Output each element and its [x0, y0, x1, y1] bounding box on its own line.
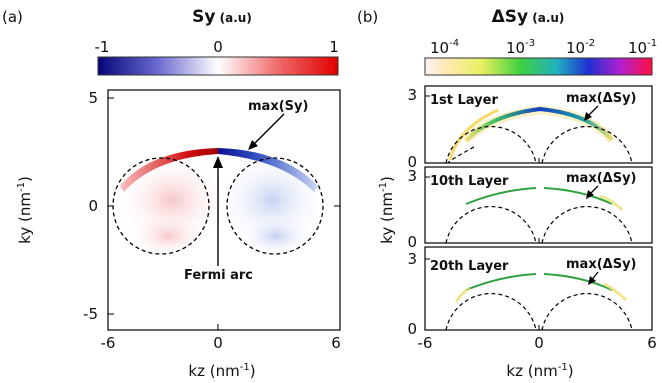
panel-a-ytick: 0	[88, 197, 98, 215]
subplot-layer-2: 10th Layer max(ΔSy) 3 0	[407, 166, 653, 251]
panel-a-ytick: 5	[88, 89, 98, 107]
fermi-circle-right	[226, 157, 324, 255]
panel-a-xlabel: kz (nm-1)	[188, 362, 255, 380]
panel-a-title-unit: (a.u)	[215, 11, 251, 25]
annotation-max-arrow	[249, 113, 285, 149]
panel-b-title-unit: (a.u)	[528, 11, 564, 25]
svg-text:10-2: 10-2	[566, 38, 595, 57]
svg-text:10-1: 10-1	[628, 38, 657, 57]
panel-b-xtick: -6	[418, 334, 433, 352]
panel-b-ylabel: ky (nm-1)	[378, 176, 396, 244]
panel-b-letter: (b)	[357, 8, 378, 26]
colorbar-b-base: 10	[506, 39, 525, 57]
panel-a-xtick: 6	[331, 334, 341, 352]
subplot-layer-3: 20th Layer max(ΔSy) 3 0	[407, 246, 653, 338]
panel-a-plot	[108, 90, 340, 330]
layer-label: 20th Layer	[430, 259, 509, 274]
fermi-arc-red	[120, 148, 218, 192]
panel-b-xlabel: kz (nm-1)	[506, 362, 573, 380]
subplot-ytick: 0	[407, 233, 417, 251]
colorbar-b-exp: -1	[647, 38, 657, 49]
subplot-ytick: 0	[407, 320, 417, 338]
panel-a-frame	[107, 89, 341, 331]
colorbar-b-base: 10	[566, 39, 585, 57]
panel-a-xtick: 0	[213, 334, 223, 352]
panel-a-title-main: Sy	[192, 7, 215, 27]
layer-label: 10th Layer	[430, 174, 509, 189]
panel-a-letter: (a)	[2, 8, 23, 26]
colorbar-b-exp: -4	[449, 38, 459, 49]
panel-a-colorbar-tick: 0	[213, 38, 223, 56]
svg-text:10-4: 10-4	[430, 38, 459, 57]
fermi-arc-blue	[218, 148, 318, 192]
layer-annotation: max(ΔSy)	[566, 91, 636, 106]
panel-b-colorbar	[424, 57, 653, 76]
panel-a-ytick: -5	[83, 305, 98, 323]
subplot-ytick: 3	[407, 167, 417, 185]
panel-b-title-main: ΔSy	[492, 7, 528, 27]
annotation-max-sy: max(Sy)	[248, 99, 308, 114]
panel-a-colorbar	[97, 56, 339, 76]
layer-annotation: max(ΔSy)	[566, 171, 636, 186]
subplot-layer-1: 1st Layer max(ΔSy) 3 0	[407, 85, 653, 171]
subplot-ytick: 0	[407, 153, 417, 171]
annotation-fermi-arc: Fermi arc	[184, 268, 253, 283]
colorbar-b-base: 10	[628, 39, 647, 57]
panel-a-ylabel: ky (nm-1)	[16, 176, 34, 244]
colorbar-b-exp: -3	[525, 38, 535, 49]
panel-b-title: ΔSy (a.u)	[492, 7, 565, 27]
panel-b-colorbar-ticks: 10-4 10-3 10-2 10-1	[430, 38, 657, 57]
panel-b-xtick: 6	[647, 334, 657, 352]
colorbar-b-exp: -2	[585, 38, 595, 49]
panel-a-colorbar-tick: 1	[329, 38, 339, 56]
layer-annotation: max(ΔSy)	[566, 257, 636, 272]
svg-text:10-3: 10-3	[506, 38, 535, 57]
subplot-ytick: 3	[407, 250, 417, 268]
panel-b-xtick: 0	[534, 334, 544, 352]
panel-a-title: Sy (a.u)	[192, 7, 252, 27]
colorbar-b-base: 10	[430, 39, 449, 57]
panel-a-xtick: -6	[101, 334, 116, 352]
subplot-ytick: 3	[407, 86, 417, 104]
panel-a-colorbar-tick: -1	[95, 38, 110, 56]
layer-label: 1st Layer	[430, 93, 498, 108]
